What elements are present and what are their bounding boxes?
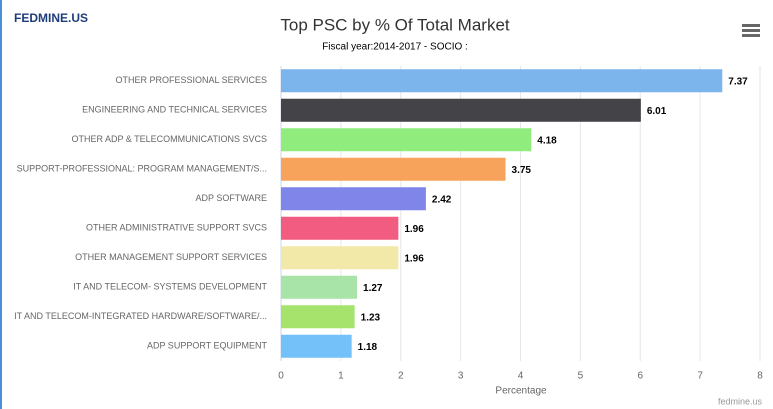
menu-line [742, 24, 760, 27]
bar [281, 157, 506, 181]
y-tick-label: SUPPORT-PROFESSIONAL: PROGRAM MANAGEMENT… [17, 164, 267, 174]
bar [281, 187, 426, 211]
bar [281, 128, 532, 152]
y-tick-label: IT AND TELECOM-INTEGRATED HARDWARE/SOFTW… [14, 311, 267, 321]
y-tick-label: ADP SUPPORT EQUIPMENT [147, 341, 268, 351]
left-border [0, 0, 2, 409]
y-tick-label: OTHER ADMINISTRATIVE SUPPORT SVCS [86, 223, 267, 233]
bar [281, 69, 723, 93]
data-label: 4.18 [537, 135, 557, 146]
x-tick-label: 2 [398, 371, 404, 382]
credits: fedmine.us [718, 396, 763, 406]
menu-button[interactable] [742, 24, 760, 37]
menu-line [742, 34, 760, 37]
menu-line [742, 29, 760, 32]
y-tick-label: IT AND TELECOM- SYSTEMS DEVELOPMENT [73, 282, 267, 292]
x-tick-label: 0 [278, 371, 284, 382]
bar [281, 305, 355, 329]
data-label: 7.37 [728, 76, 748, 87]
data-label: 1.23 [361, 312, 381, 323]
x-tick-label: 1 [338, 371, 344, 382]
x-axis-title: Percentage [495, 386, 547, 397]
logo: FEDMINE.US [14, 11, 88, 25]
data-label: 2.42 [432, 194, 452, 205]
bar [281, 216, 399, 240]
data-label: 1.96 [404, 253, 424, 264]
bar [281, 98, 641, 122]
y-tick-label: ENGINEERING AND TECHNICAL SERVICES [82, 105, 267, 115]
x-tick-label: 7 [697, 371, 703, 382]
x-tick-label: 6 [637, 371, 643, 382]
x-tick-label: 8 [757, 371, 763, 382]
y-tick-label: OTHER PROFESSIONAL SERVICES [115, 75, 267, 85]
x-tick-label: 5 [578, 371, 584, 382]
data-label: 1.18 [358, 342, 378, 353]
chart-title: Top PSC by % Of Total Market [280, 15, 510, 34]
data-label: 1.96 [404, 224, 424, 235]
bar [281, 246, 399, 270]
y-tick-label: OTHER MANAGEMENT SUPPORT SERVICES [75, 252, 267, 262]
x-tick-label: 4 [518, 371, 524, 382]
data-label: 6.01 [647, 106, 667, 117]
y-tick-label: ADP SOFTWARE [195, 193, 267, 203]
data-label: 3.75 [512, 165, 532, 176]
bar [281, 275, 358, 299]
x-tick-label: 3 [458, 371, 464, 382]
bar [281, 334, 352, 358]
y-tick-label: OTHER ADP & TELECOMMUNICATIONS SVCS [71, 134, 267, 144]
data-label: 1.27 [363, 283, 383, 294]
chart-subtitle: Fiscal year:2014-2017 - SOCIO : [322, 42, 468, 53]
